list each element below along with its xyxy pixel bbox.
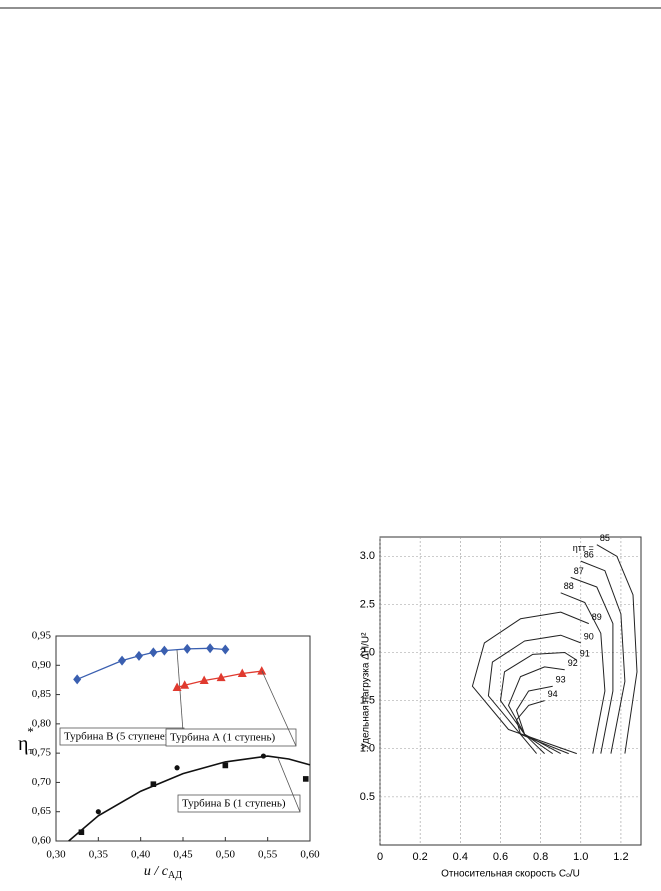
- marker: [174, 765, 180, 771]
- marker: [302, 776, 309, 782]
- contour-label: 86: [584, 549, 594, 559]
- plot-frame: [379, 536, 642, 846]
- contour-label: 88: [564, 581, 574, 591]
- y-axis-label: Удельная нагрузка ΔH/U²: [361, 632, 372, 750]
- y-tick-label: 0.5: [360, 791, 375, 803]
- y-tick-label: 2.5: [360, 598, 375, 610]
- y-tick-label: 0,75: [32, 747, 52, 759]
- callout-leader: [277, 757, 301, 813]
- series-label: Турбина В (5 ступеней): [64, 731, 175, 743]
- x-tick-label: 0.4: [453, 851, 468, 863]
- x-tick-label: 1.0: [573, 851, 588, 863]
- x-tick-label: 0.8: [533, 851, 548, 863]
- y-tick-label: 0,95: [32, 630, 52, 642]
- marker: [206, 643, 215, 654]
- series-label: Турбина Б (1 ступень): [182, 798, 286, 810]
- x-axis-label: u / cАД: [144, 864, 182, 881]
- contour-line: [570, 576, 614, 754]
- contour-line: [508, 666, 565, 755]
- contour-label: 85: [600, 533, 610, 543]
- contour-label: 92: [568, 658, 578, 668]
- contour-label: 89: [592, 612, 602, 622]
- marker: [172, 682, 182, 692]
- x-tick-label: 0.6: [493, 851, 508, 863]
- contour-line: [487, 634, 581, 755]
- marker: [95, 809, 101, 815]
- marker: [180, 680, 190, 689]
- contour-label: 91: [580, 649, 590, 659]
- x-tick-label: 0,50: [216, 849, 236, 861]
- x-tick-label: 0,30: [46, 849, 66, 861]
- x-axis-label: Относительная скорость Cₒ/U: [441, 869, 580, 880]
- x-tick-label: 0,35: [89, 849, 109, 861]
- marker: [199, 675, 209, 685]
- y-tick-label: 0,70: [32, 776, 52, 788]
- contour-label: 90: [584, 631, 594, 641]
- contour-line: [516, 700, 545, 754]
- y-tick-label: 0,65: [32, 805, 52, 817]
- y-label-sup: *: [27, 724, 34, 739]
- y-label-sub: т: [28, 745, 33, 757]
- marker: [216, 672, 226, 682]
- y-tick-label: 3.0: [360, 550, 375, 562]
- y-axis-label: ηт *: [18, 724, 34, 757]
- x-label-main: u / c: [144, 864, 169, 879]
- contour-label: 93: [556, 675, 566, 685]
- y-tick-label: 2.0: [360, 646, 375, 658]
- y-tick-label: 0,60: [32, 835, 52, 847]
- x-tick-label: 0,55: [258, 849, 278, 861]
- contour-label: 87: [574, 566, 584, 576]
- callout-box: [165, 728, 297, 747]
- contour-line: [596, 544, 638, 754]
- marker: [222, 762, 229, 769]
- y-tick-label: 1.5: [360, 695, 375, 707]
- series-label: Турбина А (1 ступень): [170, 732, 275, 744]
- y-tick-label: 1.0: [360, 743, 375, 755]
- y-tick-label: 0,80: [32, 717, 52, 729]
- marker: [260, 753, 267, 759]
- x-tick-label: 0,45: [173, 849, 193, 861]
- marker: [257, 666, 267, 675]
- contour-line: [471, 611, 589, 755]
- marker: [78, 829, 85, 836]
- marker: [150, 781, 157, 787]
- marker: [149, 647, 158, 658]
- y-tick-label: 0,90: [32, 659, 52, 671]
- marker: [183, 643, 192, 654]
- contour-line: [580, 560, 626, 754]
- contour-line: [516, 685, 553, 754]
- marker: [73, 674, 82, 685]
- contour-line: [500, 652, 578, 755]
- y-label-main: η: [18, 733, 28, 755]
- callout-leader: [261, 670, 297, 747]
- x-tick-label: 0,60: [300, 849, 320, 861]
- level-label: ηтт =: [573, 543, 594, 553]
- x-tick-label: 0: [377, 851, 383, 863]
- marker: [160, 645, 169, 656]
- contour-line: [560, 592, 606, 754]
- callout-box: [177, 794, 301, 813]
- marker: [237, 668, 247, 677]
- x-label-sub: АД: [168, 870, 182, 881]
- marker: [221, 644, 230, 655]
- marker: [118, 655, 127, 666]
- contour-label: 94: [548, 689, 558, 699]
- y-tick-label: 0,85: [32, 688, 52, 700]
- marker: [134, 650, 143, 661]
- x-tick-label: 1.2: [613, 851, 628, 863]
- series-line: [68, 755, 311, 842]
- x-tick-label: 0.2: [413, 851, 428, 863]
- x-tick-label: 0,40: [131, 849, 151, 861]
